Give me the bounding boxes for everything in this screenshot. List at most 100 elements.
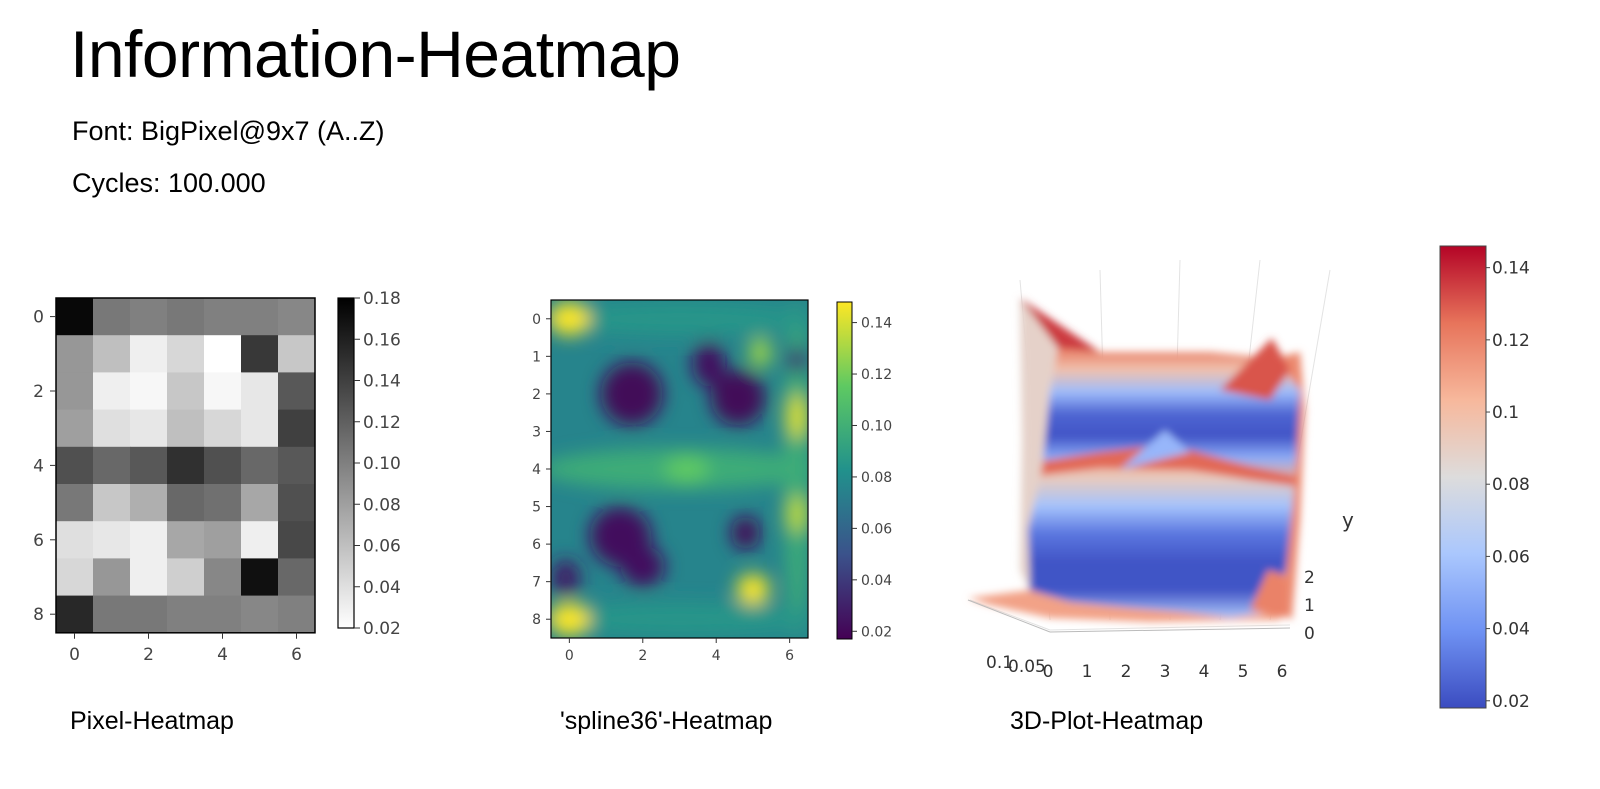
heatmap-cell bbox=[167, 558, 205, 597]
colorbar-tick-label: 0.12 bbox=[861, 367, 892, 383]
heatmap-cell bbox=[241, 446, 279, 485]
y-tick-label: 4 bbox=[532, 462, 541, 478]
colorbar-tick-label: 0.16 bbox=[363, 330, 401, 350]
colorbar-tick-label: 0.10 bbox=[363, 454, 401, 474]
surface-blob bbox=[551, 602, 590, 637]
heatmap-cell bbox=[93, 409, 131, 448]
colorbar bbox=[1439, 245, 1487, 709]
page-title: Information-Heatmap bbox=[70, 17, 681, 91]
heatmap-cell bbox=[130, 521, 168, 559]
cycles-info: Cycles: 100.000 bbox=[72, 168, 266, 198]
heatmap-cell bbox=[167, 372, 205, 411]
heatmap-cell bbox=[130, 298, 168, 336]
y-tick-label: 8 bbox=[532, 612, 541, 628]
heatmap-cell bbox=[56, 298, 94, 336]
colorbar-tick-label: 0.12 bbox=[1492, 331, 1530, 351]
heatmap-cell bbox=[130, 558, 168, 597]
y-tick-label: 3 bbox=[532, 424, 541, 440]
x-tick-label: 6 bbox=[785, 648, 794, 664]
heatmap-cell bbox=[241, 558, 279, 597]
heatmap-cell bbox=[278, 595, 316, 634]
heatmap-cell bbox=[56, 446, 94, 485]
heatmap-cell bbox=[278, 409, 316, 448]
heatmap-cell bbox=[93, 484, 131, 522]
heatmap-cell bbox=[93, 335, 131, 373]
colorbar-tick-label: 0.08 bbox=[363, 495, 401, 515]
surface-blob bbox=[787, 346, 807, 374]
x-tick-label: 6 bbox=[291, 645, 302, 665]
colorbar-tick-label: 0.02 bbox=[363, 619, 401, 639]
3d-heatmap-caption: 3D-Plot-Heatmap bbox=[1010, 707, 1204, 735]
y-tick-label: 2 bbox=[33, 382, 44, 402]
heatmap-cell bbox=[204, 521, 242, 559]
heatmap-cell bbox=[130, 446, 168, 485]
surface-blob bbox=[664, 455, 709, 483]
heatmap-cell bbox=[204, 409, 242, 448]
heatmap-cell bbox=[278, 558, 316, 597]
heatmap-cell bbox=[167, 446, 205, 485]
colorbar-tick-label: 0.1 bbox=[1492, 403, 1519, 423]
surface-left-peak bbox=[1020, 298, 1100, 352]
heatmap-cell bbox=[56, 521, 94, 559]
colorbar-tick-label: 0.10 bbox=[861, 418, 892, 434]
colorbar-tick-label: 0.14 bbox=[1492, 259, 1530, 279]
heatmap-cell bbox=[93, 595, 131, 634]
heatmap-cell bbox=[56, 484, 94, 522]
heatmap-cell bbox=[56, 595, 94, 634]
heatmap-cell bbox=[278, 372, 316, 411]
surface-right-spike bbox=[1220, 338, 1290, 400]
heatmap-cell bbox=[130, 372, 168, 411]
x-tick-label: 3 bbox=[1160, 662, 1171, 682]
x-tick-label: 1 bbox=[1082, 662, 1093, 682]
grid-line bbox=[1049, 624, 1291, 631]
y-tick-label: 8 bbox=[33, 605, 44, 625]
surface-blob bbox=[736, 574, 770, 605]
pixel-heatmap-caption: Pixel-Heatmap bbox=[70, 707, 234, 735]
y-tick-label: 7 bbox=[532, 575, 541, 591]
heatmap-cell bbox=[241, 595, 279, 634]
y-tick-label: 1 bbox=[532, 349, 541, 365]
y-tick-label: 1 bbox=[1304, 596, 1315, 616]
heatmap-cell bbox=[167, 335, 205, 373]
colorbar-tick-label: 0.06 bbox=[861, 521, 892, 537]
x-tick-label: 0 bbox=[69, 645, 80, 665]
z-tick-label: 0.1 bbox=[986, 653, 1013, 673]
heatmap-cell bbox=[241, 484, 279, 522]
y-tick-label: 0 bbox=[532, 312, 541, 328]
heatmap-cell bbox=[241, 521, 279, 559]
heatmap-cell bbox=[93, 446, 131, 485]
surface-left-wall bbox=[1020, 298, 1058, 592]
heatmap-cell bbox=[241, 409, 279, 448]
x-tick-label: 6 bbox=[1277, 662, 1288, 682]
x-tick-label: 2 bbox=[638, 648, 647, 664]
surface-blob bbox=[551, 602, 808, 637]
z-axis-line bbox=[967, 599, 1051, 633]
heatmap-cell bbox=[204, 595, 242, 634]
heatmap-cell bbox=[167, 484, 205, 522]
surface-lower-well bbox=[1028, 450, 1295, 618]
grid-line bbox=[969, 599, 1051, 631]
surface-front-lip bbox=[968, 590, 1280, 622]
surface-blob bbox=[620, 545, 665, 588]
pixel-heatmap-chart: 0 2 4 6 0 2 4 6 8 0.18 0.16 0.14 0.12 0.10 0.08 0.06 0.0… bbox=[33, 289, 401, 665]
heatmap-cell bbox=[93, 558, 131, 597]
colorbar bbox=[836, 301, 853, 640]
heatmap-cell bbox=[56, 558, 94, 597]
heatmap-cell bbox=[167, 595, 205, 634]
pixel-cells bbox=[56, 298, 316, 634]
heatmap-cell bbox=[204, 484, 242, 522]
heatmap-cell bbox=[278, 521, 316, 559]
colorbar-tick-label: 0.02 bbox=[861, 624, 892, 640]
spline-heatmap-caption: 'spline36'-Heatmap bbox=[560, 707, 773, 735]
surface-blob bbox=[551, 301, 590, 336]
colorbar-tick-label: 0.08 bbox=[1492, 475, 1530, 495]
heatmap-cell bbox=[93, 521, 131, 559]
surface-blob bbox=[749, 337, 772, 368]
heatmap-cell bbox=[278, 446, 316, 485]
x-axis-line bbox=[1049, 627, 1291, 633]
colorbar-tick-label: 0.14 bbox=[363, 372, 401, 392]
heatmap-cell bbox=[241, 372, 279, 411]
x-tick-label: 0 bbox=[1043, 662, 1054, 682]
colorbar-tick-label: 0.02 bbox=[1492, 692, 1530, 710]
